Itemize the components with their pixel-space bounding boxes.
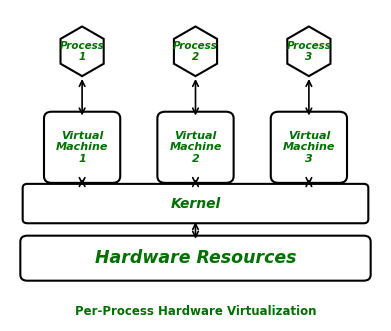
Polygon shape [287, 26, 330, 76]
Text: Virtual
Machine
1: Virtual Machine 1 [56, 131, 108, 164]
Polygon shape [174, 26, 217, 76]
Text: Per-Process Hardware Virtualization: Per-Process Hardware Virtualization [75, 305, 316, 318]
Polygon shape [61, 26, 104, 76]
Text: Virtual
Machine
3: Virtual Machine 3 [283, 131, 335, 164]
Text: Process
3: Process 3 [287, 40, 331, 62]
FancyBboxPatch shape [44, 112, 120, 183]
Text: Process
1: Process 1 [60, 40, 104, 62]
FancyBboxPatch shape [157, 112, 234, 183]
Text: Process
2: Process 2 [173, 40, 218, 62]
FancyBboxPatch shape [271, 112, 347, 183]
FancyBboxPatch shape [20, 236, 371, 281]
FancyBboxPatch shape [23, 184, 368, 223]
Text: Virtual
Machine
2: Virtual Machine 2 [169, 131, 222, 164]
Text: Hardware Resources: Hardware Resources [95, 249, 296, 267]
Text: Kernel: Kernel [170, 197, 221, 211]
